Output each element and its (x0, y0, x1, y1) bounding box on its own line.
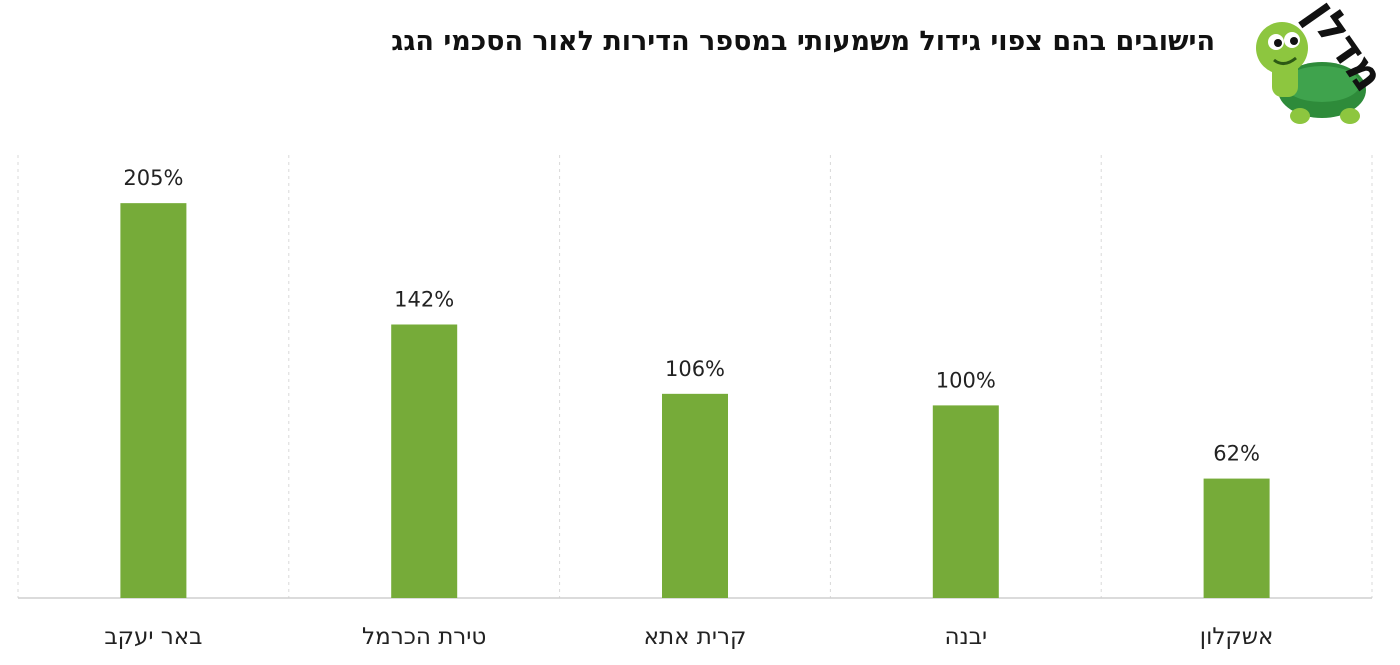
data-label: 62% (1213, 442, 1260, 466)
data-label: 106% (665, 357, 725, 381)
bar (1203, 478, 1270, 598)
bar (932, 405, 999, 598)
category-label: באר יעקב (104, 624, 202, 650)
category-label: יבנה (944, 624, 987, 650)
category-label: קרית אתא (644, 624, 747, 650)
data-label: 100% (936, 368, 996, 392)
bar (662, 393, 728, 598)
data-label: 142% (394, 287, 454, 311)
bar (391, 324, 458, 598)
bar (120, 203, 187, 599)
turtle-logo-icon (1256, 22, 1366, 124)
category-label: אשקלון (1200, 624, 1274, 650)
data-label: 205% (123, 166, 183, 190)
chart-title: הישובים בהם צפוי גידול משמעותי במספר הדי… (391, 26, 1215, 57)
category-label: טירת הכרמל (362, 624, 486, 650)
